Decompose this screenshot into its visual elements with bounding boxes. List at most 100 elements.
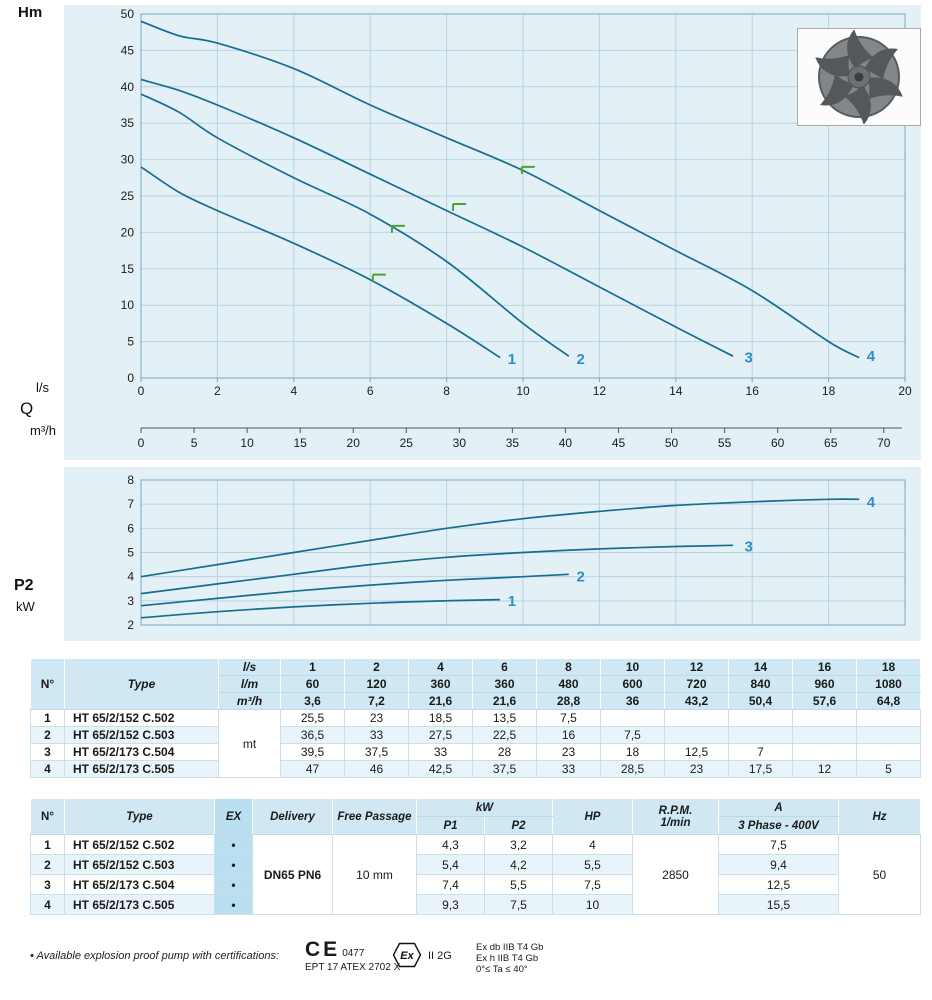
col-header-kw: kW [416,798,553,817]
head-value: 42,5 [408,760,473,778]
tick-label: 35 [121,116,135,130]
tick-label: 6 [127,521,134,535]
certification-footer: • Available explosion proof pump with ce… [30,938,920,996]
p1-value: 9,3 [416,894,485,915]
tick-label: 4 [290,384,297,398]
head-value [792,726,857,744]
tick-label: 5 [127,335,134,349]
flow-value-header: 10 [600,658,665,676]
head-table-row: 4 HT 65/2/173 C.505 47 46 42,5 37,5 33 28,5 23 17… [30,760,921,778]
tick-label: 16 [746,384,760,398]
hp-value: 7,5 [552,874,633,895]
delivery-value: DN65 PN6 [252,834,333,915]
tick-label: 14 [669,384,683,398]
col-header-no: N° [30,658,65,710]
cert-line: 0°≤ Ta ≤ 40° [476,964,528,975]
head-curve-2 [140,93,570,357]
p2-value: 5,5 [484,874,553,895]
flow-value-header: 1080 [856,675,921,693]
flow-value-header: 8 [536,658,601,676]
p1-value: 5,4 [416,854,485,875]
head-value [856,743,921,761]
pump-type: HT 65/2/152 C.503 [64,854,215,875]
flow-value-header: 360 [408,675,473,693]
tick-label: 0 [127,371,134,385]
rpm-value: 2850 [632,834,719,915]
cert-lines: Ex db IIB T4 Gb Ex h IIB T4 Gb 0°≤ Ta ≤ … [476,942,543,975]
flow-value-header: 60 [280,675,345,693]
flow-value-header: 57,6 [792,692,857,710]
col-header-p1: P1 [416,816,485,835]
ex-hexagon-symbol: Ex [392,942,422,968]
p1-value: 4,3 [416,834,485,855]
flow-unit-header: m³/h [218,692,281,710]
tick-label: 35 [506,436,520,450]
flow-value-header: 28,8 [536,692,601,710]
tick-label: 7 [127,497,134,511]
tick-label: 60 [771,436,785,450]
head-value [600,709,665,727]
power-curve-label-2: 2 [576,569,584,586]
head-value [664,709,729,727]
tick-label: 25 [121,189,135,203]
tick-label: 30 [121,153,135,167]
ex-available-dot: • [214,854,253,875]
head-value: 28 [472,743,537,761]
col-header-rpm: R.P.M. 1/min [632,798,719,835]
flow-value-header: 6 [472,658,537,676]
ex-available-dot: • [214,894,253,915]
motor-table-header: N° Type EX Delivery Free Passage kW HP R.P.M. 1/… [30,798,921,835]
cert-line: Ex h IIB T4 Gb [476,953,539,964]
col-header-ex: EX [214,798,253,835]
row-number: 3 [30,743,65,761]
tick-label: 15 [293,436,307,450]
head-curve-label-3: 3 [745,350,753,367]
head-value: 18 [600,743,665,761]
head-value [728,726,793,744]
flow-value-header: 600 [600,675,665,693]
p1-value: 7,4 [416,874,485,895]
head-value: 22,5 [472,726,537,744]
col-header-hz: Hz [838,798,921,835]
power-curve-3 [140,544,734,595]
head-value: 23 [536,743,601,761]
flow-value-header: 64,8 [856,692,921,710]
tick-label: 6 [367,384,374,398]
head-value: 16 [536,726,601,744]
tick-label: 25 [400,436,414,450]
head-value [856,709,921,727]
tick-label: 55 [718,436,732,450]
head-table-header: N° Type l/s 1 2 4 6 8 10 12 14 16 18 l/m 60 120 360 360 48… [30,658,921,710]
head-curve-1 [140,166,501,359]
power-unit-label: kW [16,599,35,614]
head-value: 25,5 [280,709,345,727]
ex-text: Ex [400,950,414,962]
tick-label: 8 [443,384,450,398]
pump-type: HT 65/2/152 C.502 [64,709,219,727]
tick-label: 30 [453,436,467,450]
row-number: 4 [30,894,65,915]
tick-label: 5 [127,546,134,560]
pump-type: HT 65/2/152 C.502 [64,834,215,855]
head-value: 47 [280,760,345,778]
col-header-type: Type [64,658,219,710]
tick-label: 2 [127,618,134,632]
tick-label: 20 [898,384,912,398]
amp-value: 12,5 [718,874,839,895]
tick-label: 3 [127,594,134,608]
tick-label: 70 [877,436,891,450]
p2-value: 7,5 [484,894,553,915]
col-header-a-sub: 3 Phase - 400V [718,816,839,835]
p2-value: 3,2 [484,834,553,855]
power-curve-4 [140,498,860,578]
head-value: 28,5 [600,760,665,778]
row-number: 1 [30,834,65,855]
head-value: 13,5 [472,709,537,727]
head-curve-3 [140,78,734,357]
head-chart-panel: 0 5 10 15 20 25 30 35 40 45 50 0 2 4 6 8 10 12 14 16 18 20 0 5 1… [64,5,921,460]
pump-type: HT 65/2/173 C.505 [64,760,219,778]
motor-table-row: 1 HT 65/2/152 C.502 • DN65 PN6 10 mm 4,3 3,2 4 2… [30,834,921,915]
head-value [856,726,921,744]
flow-value-header: 840 [728,675,793,693]
head-value: 37,5 [472,760,537,778]
